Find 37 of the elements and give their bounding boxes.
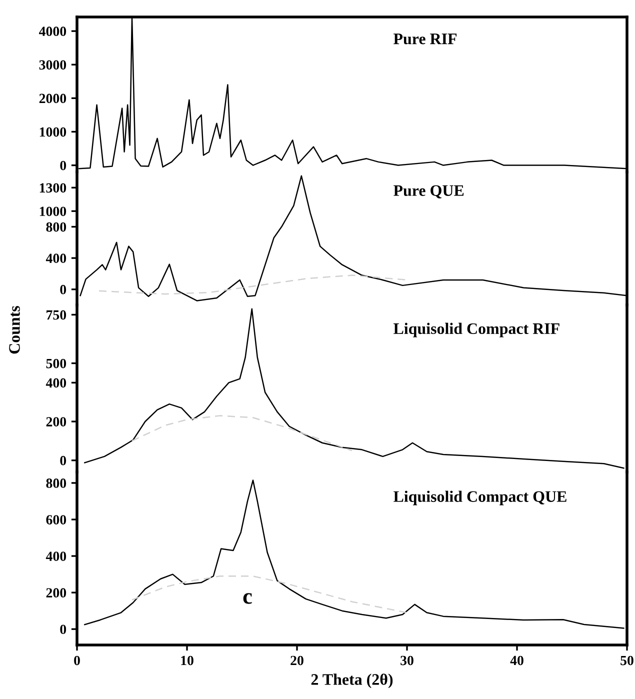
x-tick-label: 20 [290,656,304,666]
y-tick-label: 200 [46,588,66,598]
text: Pure RIF [394,34,457,44]
y-tick-label: 500 [46,358,66,368]
y-tick-label: 750 [46,310,66,320]
y-tick-label: 0 [60,284,66,294]
annotation: c [243,593,252,604]
text: Liquisolid Compact RIF [394,322,560,338]
text: Pure QUE [394,185,464,198]
x-tick-label: 30 [400,656,414,666]
y-tick-label: 2000 [39,94,66,104]
y-tick-label: 800 [46,478,66,488]
y-tick-label: 200 [46,417,66,426]
x-tick-label: 0 [74,656,80,666]
line-series [131,576,408,614]
y-tick-label: 0 [60,456,66,466]
y-tick-label: 400 [46,552,66,561]
y-axis-title: Counts [9,306,20,354]
y-tick-label: 3000 [39,60,66,70]
x-tick-label: 40 [510,656,524,666]
y-tick-label: 0 [60,624,66,634]
line-series [98,274,408,295]
x-tick-label: 50 [620,656,634,666]
line-series [78,17,627,170]
x-tick-label: 10 [181,656,194,666]
y-tick-label: 400 [46,254,66,264]
y-tick-label: 1000 [40,127,66,137]
y-tick-label: 0 [60,160,66,170]
x-axis-title: 2 Theta (2θ) [311,674,393,688]
line-series [131,415,353,452]
text: Liquisolid Compact QUE [394,490,566,506]
y-tick-label: 800 [46,222,66,232]
y-tick-label: 600 [46,515,66,524]
y-tick-label: 1000 [40,206,66,216]
y-tick-label: 4000 [38,26,66,36]
y-tick-label: 400 [46,378,66,388]
y-tick-label: 1300 [40,183,66,193]
